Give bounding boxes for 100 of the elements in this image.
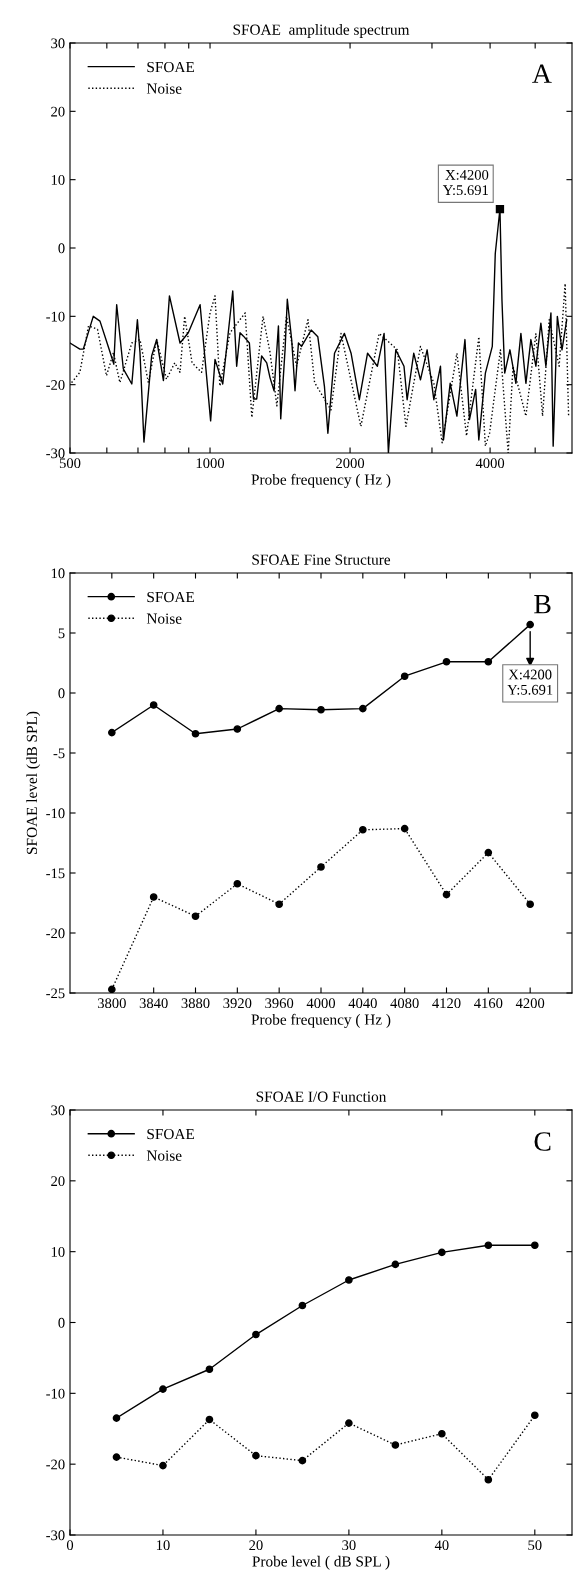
- x-tick-label: 3880: [181, 998, 210, 1009]
- point: [298, 1456, 307, 1465]
- y-tick-label: -5: [53, 748, 65, 759]
- point: [438, 1429, 446, 1438]
- point: [252, 1330, 260, 1339]
- y-tick-label: 10: [51, 1247, 65, 1257]
- point: [438, 1248, 446, 1257]
- legend-label: Noise: [146, 83, 182, 94]
- point: [191, 729, 200, 738]
- y-tick-label: -10: [46, 1388, 65, 1399]
- y-tick-label: -30: [46, 448, 65, 459]
- x-axis-title: Probe level ( dB SPL ): [252, 1555, 390, 1570]
- x-tick-label: 1000: [196, 458, 225, 469]
- point: [391, 1260, 400, 1269]
- point: [191, 912, 200, 921]
- legend-label: SFOAE: [147, 591, 195, 603]
- y-tick-label: -10: [46, 808, 65, 819]
- legend-label: Noise: [146, 1150, 182, 1161]
- y-tick-label: -15: [46, 868, 65, 879]
- point: [275, 704, 283, 713]
- point: [530, 1241, 539, 1250]
- point: [108, 728, 116, 737]
- point: [233, 879, 242, 888]
- x-tick-label: 4000: [475, 458, 505, 469]
- x-tick-label: 500: [59, 458, 81, 469]
- annotation: A: [532, 64, 552, 83]
- x-tick-label: 30: [342, 1540, 356, 1551]
- y-tick-label: -30: [46, 1530, 65, 1541]
- x-tick-label: 4120: [432, 998, 461, 1009]
- x-axis-title: Probe frequency ( Hz ): [251, 473, 391, 488]
- point: [345, 1276, 353, 1284]
- point: [205, 1415, 214, 1424]
- y-tick-label: 5: [58, 628, 65, 639]
- x-tick-label: 50: [528, 1540, 542, 1551]
- x-tick-label: 3960: [265, 998, 294, 1009]
- chart-title: SFOAE Fine Structure: [252, 554, 391, 565]
- legend-label: Noise: [146, 613, 182, 624]
- point: [484, 1475, 493, 1484]
- point: [149, 893, 158, 901]
- y-tick-label: 0: [58, 1317, 65, 1328]
- point: [298, 1301, 307, 1310]
- x-tick-label: 3840: [139, 998, 168, 1009]
- point: [317, 863, 325, 871]
- x-tick-label: 10: [156, 1540, 170, 1551]
- x-tick-label: 4200: [515, 998, 545, 1009]
- point: [233, 725, 242, 733]
- x-axis-title: Probe frequency ( Hz ): [251, 1013, 391, 1028]
- point: [345, 1419, 353, 1427]
- legend-label: SFOAE: [147, 1128, 195, 1140]
- x-tick-label: 4160: [474, 998, 503, 1009]
- point: [317, 705, 325, 714]
- point: [112, 1414, 121, 1422]
- x-tick-label: 3800: [97, 998, 126, 1009]
- point: [359, 704, 367, 713]
- y-tick-label: 0: [58, 243, 65, 254]
- annotation: X:4200 Y:5.691: [507, 669, 553, 695]
- x-tick-label: 40: [434, 1540, 449, 1551]
- y-tick-label: 10: [51, 175, 65, 185]
- point: [442, 657, 451, 666]
- x-tick-label: 0: [66, 1540, 74, 1551]
- x-tick-label: 4000: [306, 998, 336, 1009]
- point: [484, 657, 493, 666]
- point: [526, 900, 534, 909]
- y-tick-label: -20: [46, 1459, 65, 1470]
- y-tick-label: 30: [51, 1105, 65, 1116]
- x-tick-label: 4080: [390, 998, 419, 1009]
- point: [252, 1451, 260, 1460]
- point: [112, 1453, 121, 1461]
- y-tick-label: 10: [51, 568, 65, 579]
- annotation: X:4200 Y:5.691: [442, 169, 489, 196]
- point: [159, 1385, 167, 1393]
- y-tick-label: 30: [51, 38, 65, 49]
- point: [484, 1241, 493, 1250]
- point: [149, 701, 158, 709]
- point: [205, 1365, 214, 1374]
- point: [526, 620, 534, 629]
- y-tick-label: -10: [46, 311, 65, 322]
- y-axis-title: SFOAE level (dB SPL): [26, 711, 41, 854]
- x-tick-label: 4040: [348, 998, 377, 1009]
- annotation: C: [534, 1132, 551, 1151]
- y-tick-label: 20: [51, 1176, 65, 1187]
- point: [400, 672, 409, 681]
- y-tick-label: -25: [46, 988, 65, 999]
- y-tick-label: 0: [58, 688, 65, 699]
- x-tick-label: 2000: [336, 458, 365, 469]
- point: [484, 848, 493, 857]
- x-tick-label: 20: [249, 1540, 263, 1551]
- point: [442, 890, 451, 899]
- y-tick-label: -20: [46, 380, 65, 390]
- chart-title: SFOAE I/O Function: [256, 1091, 387, 1102]
- point: [159, 1461, 167, 1470]
- point: [400, 824, 409, 833]
- point: [530, 1411, 539, 1420]
- x-tick-label: 3920: [223, 998, 252, 1009]
- y-tick-label: -20: [46, 928, 65, 939]
- chart-title: SFOAE amplitude spectrum: [233, 24, 410, 38]
- annotation: B: [534, 595, 551, 614]
- legend-label: SFOAE: [147, 61, 195, 73]
- point: [359, 825, 367, 834]
- point: [275, 900, 283, 909]
